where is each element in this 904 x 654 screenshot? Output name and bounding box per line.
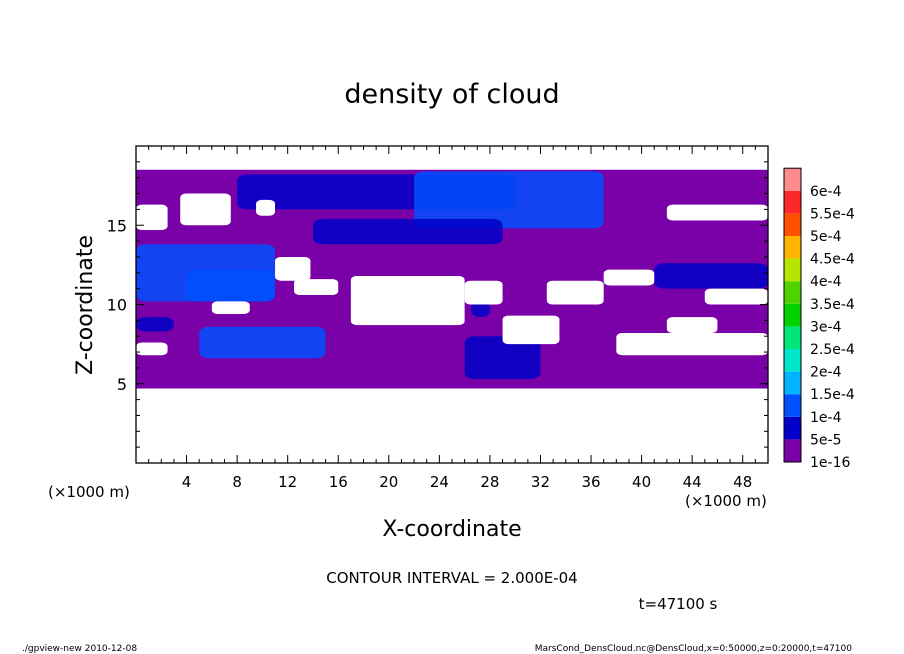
colorbar-swatch [784,281,801,304]
colorbar-swatch [784,303,801,327]
colorbar: 1e-16 5e-5 1e-4 1.5e-4 2e-4 2.5e-4 3e-4 3.5e-4 4… [783,167,855,471]
cloud-gap [294,279,339,295]
cloud-gap [464,280,503,305]
cloud-gap [211,301,250,315]
x-unit-label-left: (×1000 m) [48,483,130,501]
colorbar-label: 3e-4 [810,319,842,335]
dense-cloud-region [470,301,490,318]
cloud-gap [180,193,231,226]
cloud-gaps [136,193,768,356]
colorbar-swatch [784,349,801,372]
cloud-gap [666,317,718,334]
colorbar-label: 4.5e-4 [810,252,855,268]
x-tick-label: 44 [683,473,702,491]
colorbar-swatch [784,439,801,462]
cloud-gap [136,342,168,356]
cloud-gap [616,333,768,356]
dense-cloud-region [464,336,541,379]
cloud-gap [666,204,768,221]
y-axis-label: Z-coordinate [73,235,98,375]
x-axis-label: X-coordinate [382,517,521,542]
colorbar-swatch [784,213,801,236]
cloud-gap [546,280,604,305]
y-tick-label: 10 [107,296,127,315]
colorbar-swatch [784,394,801,417]
colorbar-swatch [784,371,801,395]
colorbar-label: 2.5e-4 [810,342,855,358]
colorbar-label: 5e-5 [810,432,841,448]
footer-right: MarsCond_DensCloud.nc@DensCloud,x=0:5000… [535,644,852,654]
colorbar-label: 2e-4 [810,365,842,381]
x-tick-label: 40 [632,473,651,491]
chart-title: density of cloud [344,79,559,110]
colorbar-swatch [784,168,801,191]
contour-interval: CONTOUR INTERVAL = 2.000E-04 [326,569,577,587]
time-label: t=47100 s [639,595,718,613]
colorbar-swatch [784,236,801,259]
x-tick-label: 12 [278,473,297,491]
x-tick-label: 8 [232,473,242,491]
y-axis-ticks: 5 10 15 [107,161,768,448]
x-tick-label: 4 [182,473,192,491]
cloud-gap [350,275,465,326]
footer-left: ./gpview-new 2010-12-08 [22,644,137,654]
cloud-gap [704,288,768,305]
x-tick-label: 24 [430,473,449,491]
dense-cloud-region [136,317,174,332]
x-tick-label: 20 [379,473,398,491]
colorbar-swatch [784,190,801,214]
plot-area [136,146,768,463]
colorbar-label: 6e-4 [810,184,842,200]
colorbar-label: 5.5e-4 [810,206,855,222]
cloud-gap [603,269,655,286]
x-unit-label-right: (×1000 m) [685,492,767,510]
x-tick-label: 32 [531,473,550,491]
dense-cloud-region [654,263,768,289]
colorbar-label: 3.5e-4 [810,297,855,313]
dense-cloud-region [199,326,326,359]
cloud-dense-regions [136,171,768,379]
colorbar-swatch [784,416,801,440]
colorbar-label: 5e-4 [810,229,842,245]
y-tick-label: 5 [117,375,127,394]
x-tick-label: 28 [480,473,499,491]
cloud-gap [275,256,311,281]
colorbar-swatch [784,326,801,349]
x-tick-label: 36 [581,473,600,491]
colorbar-label: 1.5e-4 [810,387,855,403]
colorbar-label: 4e-4 [810,274,842,290]
colorbar-frame [783,167,802,463]
y-tick-label: 15 [107,216,127,235]
cloud-gap [502,315,560,345]
colorbar-swatch [784,258,801,282]
dense-cloud-region [186,269,276,302]
colorbar-label: 1e-16 [810,455,850,471]
colorbar-label: 1e-4 [810,410,842,426]
x-axis-ticks: 4 8 12 16 20 24 28 32 36 40 44 48 [148,146,756,491]
cloud-gap [136,204,168,231]
dense-cloud-region [312,218,503,245]
x-tick-label: 16 [329,473,348,491]
dense-cloud-region [414,171,604,229]
cloud-gap [256,199,276,216]
x-tick-label: 48 [733,473,752,491]
